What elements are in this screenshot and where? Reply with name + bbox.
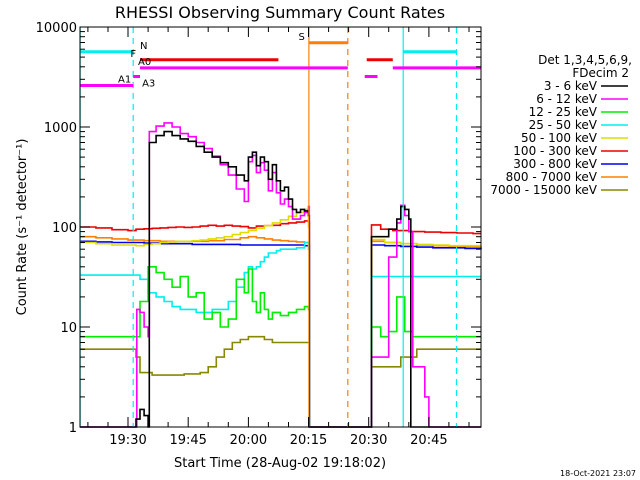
legend-label-300-800-kev: 300 - 800 keV <box>513 157 597 171</box>
flag-label-a1: A1 <box>118 75 131 86</box>
legend-header-line-1: Det 1,3,4,5,6,9, <box>538 53 632 67</box>
x-tick-label: 20:30 <box>350 433 387 448</box>
legend-label-3-6-kev: 3 - 6 keV <box>544 79 598 93</box>
legend-label-25-50-kev: 25 - 50 keV <box>529 118 598 132</box>
y-tick-label: 1 <box>69 421 77 436</box>
flag-label-a0: A0 <box>138 57 151 68</box>
legend-label-800-7000-kev: 800 - 7000 keV <box>506 170 598 184</box>
series-line-50-100-kev <box>79 208 481 428</box>
legend-label-100-300-kev: 100 - 300 keV <box>513 144 597 158</box>
legend-label-50-100-kev: 50 - 100 keV <box>521 131 598 145</box>
x-tick-label: 20:00 <box>230 433 267 448</box>
series-line-3-6-kev <box>79 130 481 428</box>
y-tick-label: 10 <box>60 321 77 336</box>
flag-label-s: S <box>299 32 305 43</box>
legend-label-12-25-kev: 12 - 25 keV <box>529 105 598 119</box>
axis-layer: 19:30 19:45 20:00 20:15 20:30 20:45 1 10 100 1000… <box>36 21 481 448</box>
x-tick-label: 19:45 <box>169 433 206 448</box>
flag-label-f: F <box>130 49 136 60</box>
flag-label-a3: A3 <box>142 79 155 90</box>
x-tick-label: 20:15 <box>290 433 327 448</box>
footer-timestamp: 18-Oct-2021 23:07 <box>560 469 636 478</box>
flag-label-n: N <box>140 41 147 52</box>
chart-title: RHESSI Observing Summary Count Rates <box>115 3 445 22</box>
y-tick-label: 10000 <box>36 21 77 36</box>
y-tick-label: 1000 <box>44 121 77 136</box>
y-axis-label: Count Rate (s⁻¹ detector⁻¹) <box>15 139 30 316</box>
legend-header-line-2: FDecim 2 <box>572 66 629 80</box>
series-layer <box>79 122 482 428</box>
x-tick-label: 20:45 <box>410 433 447 448</box>
y-tick-label: 100 <box>52 221 77 236</box>
x-tick-label: 19:30 <box>109 433 146 448</box>
series-line-7000-15000-kev <box>79 335 481 428</box>
x-axis-label: Start Time (28-Aug-02 19:18:02) <box>174 456 386 471</box>
legend-label-6-12-kev: 6 - 12 keV <box>536 92 598 106</box>
series-line-12-25-kev <box>79 266 481 428</box>
legend-label-7000-15000-kev: 7000 - 15000 keV <box>490 183 597 197</box>
